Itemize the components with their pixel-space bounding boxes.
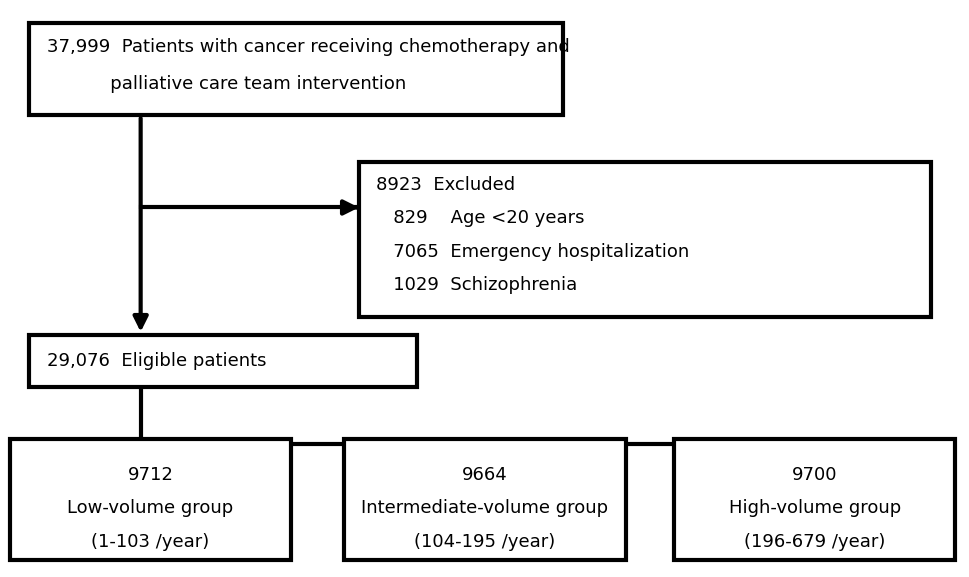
Text: 9712: 9712: [127, 466, 173, 484]
Text: Low-volume group: Low-volume group: [67, 499, 234, 517]
Text: (104-195 /year): (104-195 /year): [414, 533, 555, 550]
Text: 7065  Emergency hospitalization: 7065 Emergency hospitalization: [376, 243, 689, 261]
Text: 29,076  Eligible patients: 29,076 Eligible patients: [47, 351, 266, 370]
Text: Intermediate-volume group: Intermediate-volume group: [361, 499, 608, 517]
Text: 8923  Excluded: 8923 Excluded: [376, 176, 515, 194]
Text: palliative care team intervention: palliative care team intervention: [47, 75, 405, 93]
Text: (196-679 /year): (196-679 /year): [743, 533, 885, 550]
FancyBboxPatch shape: [29, 23, 562, 115]
FancyBboxPatch shape: [10, 439, 291, 560]
Text: 9664: 9664: [461, 466, 508, 484]
Text: 37,999  Patients with cancer receiving chemotherapy and: 37,999 Patients with cancer receiving ch…: [47, 38, 569, 55]
Text: 1029  Schizophrenia: 1029 Schizophrenia: [376, 276, 577, 294]
FancyBboxPatch shape: [344, 439, 625, 560]
Text: 9700: 9700: [792, 466, 836, 484]
Text: 829    Age <20 years: 829 Age <20 years: [376, 209, 584, 227]
Text: (1-103 /year): (1-103 /year): [91, 533, 209, 550]
FancyBboxPatch shape: [359, 162, 930, 317]
FancyBboxPatch shape: [673, 439, 954, 560]
Text: High-volume group: High-volume group: [728, 499, 900, 517]
FancyBboxPatch shape: [29, 335, 417, 387]
